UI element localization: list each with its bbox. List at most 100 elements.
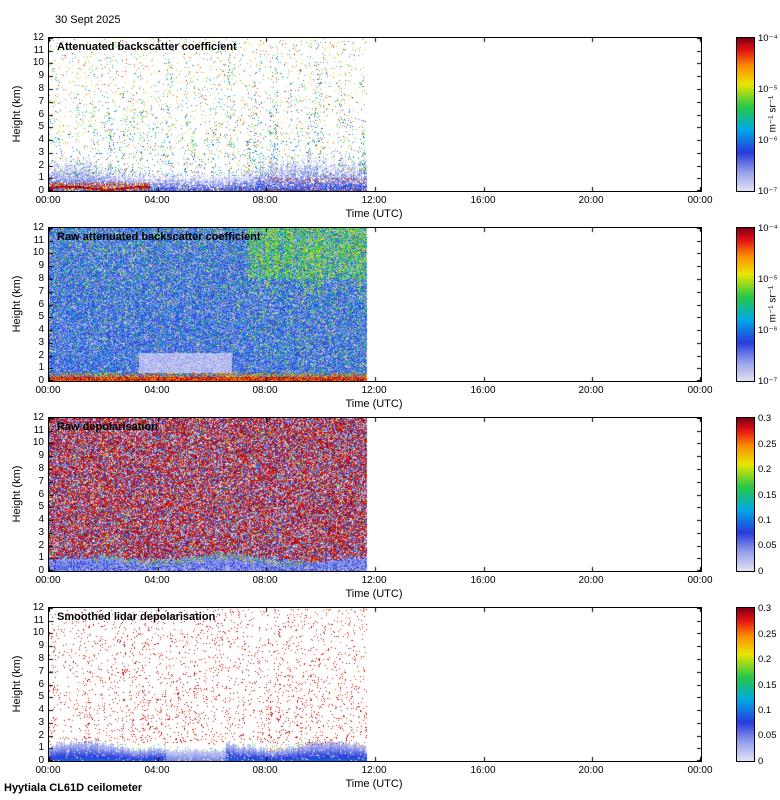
- panel-title: Smoothed lidar depolarisation: [57, 611, 216, 623]
- y-tick-label: 1: [38, 742, 44, 753]
- y-tick-label: 11: [33, 235, 44, 246]
- colorbar-unit-label: m⁻¹ sr⁻¹: [767, 95, 779, 133]
- y-tick-label: 6: [38, 489, 44, 500]
- colorbar-tick-label: 0.15: [758, 490, 777, 501]
- y-tick-label: 1: [38, 552, 44, 563]
- y-tick-label: 10: [32, 57, 44, 68]
- x-axis-label: Time (UTC): [345, 588, 403, 600]
- colorbar-tick-label: 0.3: [758, 603, 772, 614]
- panel-raw-attenuated-backscatter: Raw attenuated backscatter coefficient H…: [0, 222, 780, 417]
- colorbar-tick-label: 10⁻⁶: [758, 135, 778, 146]
- y-tick-label: 4: [38, 134, 44, 145]
- y-tick-label: 0: [38, 755, 44, 766]
- y-tick-label: 5: [38, 311, 44, 322]
- colorbar-tick-label: 10⁻⁴: [758, 223, 778, 234]
- y-tick-label: 3: [38, 717, 44, 728]
- colorbar-canvas: [737, 418, 754, 571]
- y-tick-label: 5: [38, 501, 44, 512]
- y-tick-label: 0: [38, 185, 44, 196]
- panel-title: Raw attenuated backscatter coefficient: [57, 231, 261, 243]
- colorbar-tick-label: 0: [758, 756, 764, 767]
- y-tick-label: 12: [32, 602, 44, 613]
- y-tick-label: 10: [32, 437, 44, 448]
- x-tick-label: 04:00: [144, 765, 170, 776]
- y-tick-label: 1: [38, 362, 44, 373]
- x-tick-label: 08:00: [252, 195, 278, 206]
- panel-smoothed-depolarisation: Smoothed lidar depolarisation Height (km…: [0, 602, 780, 797]
- heatmap-canvas: [49, 228, 701, 381]
- x-tick-label: 20:00: [578, 575, 604, 586]
- station-label: Hyytiala CL61D ceilometer: [4, 782, 143, 794]
- y-tick-label: 2: [38, 350, 44, 361]
- x-axis-label: Time (UTC): [345, 398, 403, 410]
- panel-attenuated-backscatter: Attenuated backscatter coefficient Heigh…: [0, 32, 780, 227]
- heatmap-canvas: [49, 38, 701, 191]
- y-tick-label: 6: [38, 109, 44, 120]
- x-tick-label: 12:00: [361, 575, 387, 586]
- x-tick-label: 00:00: [687, 765, 713, 776]
- x-tick-label: 20:00: [578, 385, 604, 396]
- heatmap-canvas: [49, 418, 701, 571]
- colorbar-tick-label: 0.1: [758, 705, 772, 716]
- y-tick-label: 9: [38, 260, 44, 271]
- colorbar-tick-label: 0.2: [758, 464, 772, 475]
- x-tick-label: 12:00: [361, 385, 387, 396]
- colorbar-tick-label: 10⁻⁷: [758, 186, 778, 197]
- x-tick-label: 20:00: [578, 765, 604, 776]
- y-tick-label: 0: [38, 375, 44, 386]
- y-tick-label: 3: [38, 147, 44, 158]
- y-tick-label: 3: [38, 527, 44, 538]
- x-tick-label: 08:00: [252, 765, 278, 776]
- x-tick-label: 16:00: [470, 575, 496, 586]
- colorbar: [736, 37, 755, 192]
- colorbar-tick-label: 0.3: [758, 413, 772, 424]
- colorbar-tick-label: 0.25: [758, 439, 777, 450]
- y-tick-label: 12: [32, 32, 44, 43]
- y-tick-label: 2: [38, 730, 44, 741]
- date-label: 30 Sept 2025: [55, 14, 121, 26]
- y-tick-label: 11: [33, 45, 44, 56]
- x-tick-label: 00:00: [35, 765, 61, 776]
- y-tick-label: 4: [38, 704, 44, 715]
- colorbar-tick-label: 10⁻⁵: [758, 84, 778, 95]
- plot-area: Raw attenuated backscatter coefficient: [48, 227, 702, 382]
- y-tick-label: 6: [38, 299, 44, 310]
- colorbar: [736, 607, 755, 762]
- panel-title: Attenuated backscatter coefficient: [57, 41, 237, 53]
- colorbar-tick-label: 10⁻⁷: [758, 376, 778, 387]
- y-tick-label: 1: [38, 172, 44, 183]
- plot-area: Attenuated backscatter coefficient: [48, 37, 702, 192]
- y-tick-label: 9: [38, 450, 44, 461]
- x-tick-label: 00:00: [35, 385, 61, 396]
- x-tick-label: 12:00: [361, 195, 387, 206]
- x-tick-label: 20:00: [578, 195, 604, 206]
- x-tick-label: 00:00: [35, 575, 61, 586]
- y-tick-label: 7: [38, 476, 44, 487]
- y-tick-label: 8: [38, 83, 44, 94]
- colorbar-tick-label: 10⁻⁴: [758, 33, 778, 44]
- x-tick-label: 04:00: [144, 195, 170, 206]
- y-tick-label: 10: [32, 247, 44, 258]
- plot-area: Raw depolarisation: [48, 417, 702, 572]
- x-tick-label: 00:00: [35, 195, 61, 206]
- y-tick-label: 2: [38, 540, 44, 551]
- x-tick-label: 16:00: [470, 385, 496, 396]
- colorbar-tick-label: 0.05: [758, 540, 777, 551]
- colorbar-canvas: [737, 38, 754, 191]
- colorbar-tick-label: 0.25: [758, 629, 777, 640]
- x-tick-label: 16:00: [470, 195, 496, 206]
- x-tick-label: 12:00: [361, 765, 387, 776]
- x-tick-label: 16:00: [470, 765, 496, 776]
- colorbar-canvas: [737, 228, 754, 381]
- y-tick-label: 5: [38, 121, 44, 132]
- x-tick-label: 08:00: [252, 385, 278, 396]
- y-tick-label: 4: [38, 514, 44, 525]
- heatmap-canvas: [49, 608, 701, 761]
- x-tick-label: 04:00: [144, 575, 170, 586]
- colorbar-tick-label: 0: [758, 566, 764, 577]
- y-tick-label: 9: [38, 70, 44, 81]
- y-tick-label: 11: [33, 425, 44, 436]
- y-tick-label: 7: [38, 96, 44, 107]
- y-tick-label: 7: [38, 286, 44, 297]
